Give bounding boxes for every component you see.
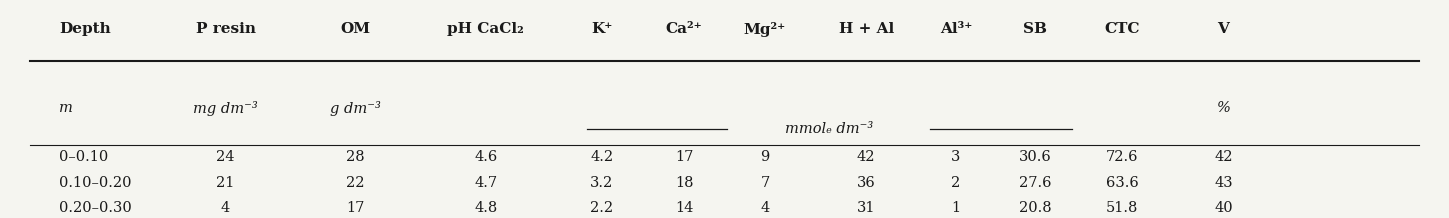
Text: 4: 4 bbox=[220, 201, 230, 215]
Text: 3.2: 3.2 bbox=[590, 176, 613, 190]
Text: 1: 1 bbox=[952, 201, 961, 215]
Text: 2.2: 2.2 bbox=[590, 201, 613, 215]
Text: 20.8: 20.8 bbox=[1019, 201, 1052, 215]
Text: %: % bbox=[1217, 101, 1230, 115]
Text: Al³⁺: Al³⁺ bbox=[940, 22, 972, 36]
Text: 0–0.10: 0–0.10 bbox=[59, 150, 109, 164]
Text: CTC: CTC bbox=[1104, 22, 1140, 36]
Text: 31: 31 bbox=[856, 201, 875, 215]
Text: 28: 28 bbox=[346, 150, 365, 164]
Text: H + Al: H + Al bbox=[839, 22, 894, 36]
Text: OM: OM bbox=[341, 22, 371, 36]
Text: 14: 14 bbox=[675, 201, 693, 215]
Text: 27.6: 27.6 bbox=[1019, 176, 1052, 190]
Text: g dm⁻³: g dm⁻³ bbox=[330, 100, 381, 116]
Text: 21: 21 bbox=[216, 176, 235, 190]
Text: 4.2: 4.2 bbox=[590, 150, 613, 164]
Text: pH CaCl₂: pH CaCl₂ bbox=[448, 22, 525, 36]
Text: SB: SB bbox=[1023, 22, 1048, 36]
Text: 51.8: 51.8 bbox=[1106, 201, 1139, 215]
Text: 30.6: 30.6 bbox=[1019, 150, 1052, 164]
Text: 2: 2 bbox=[952, 176, 961, 190]
Text: 24: 24 bbox=[216, 150, 235, 164]
Text: 40: 40 bbox=[1214, 201, 1233, 215]
Text: 17: 17 bbox=[346, 201, 365, 215]
Text: 3: 3 bbox=[951, 150, 961, 164]
Text: 72.6: 72.6 bbox=[1106, 150, 1139, 164]
Text: 17: 17 bbox=[675, 150, 693, 164]
Text: 36: 36 bbox=[856, 176, 875, 190]
Text: 42: 42 bbox=[856, 150, 875, 164]
Text: 18: 18 bbox=[675, 176, 693, 190]
Text: 0.20–0.30: 0.20–0.30 bbox=[59, 201, 132, 215]
Text: 0.10–0.20: 0.10–0.20 bbox=[59, 176, 132, 190]
Text: V: V bbox=[1217, 22, 1229, 36]
Text: 7: 7 bbox=[761, 176, 769, 190]
Text: mg dm⁻³: mg dm⁻³ bbox=[193, 100, 258, 116]
Text: P resin: P resin bbox=[196, 22, 255, 36]
Text: mmolₑ dm⁻³: mmolₑ dm⁻³ bbox=[784, 122, 872, 136]
Text: 9: 9 bbox=[761, 150, 769, 164]
Text: m: m bbox=[59, 101, 72, 115]
Text: K⁺: K⁺ bbox=[591, 22, 613, 36]
Text: 4.8: 4.8 bbox=[474, 201, 497, 215]
Text: 42: 42 bbox=[1214, 150, 1233, 164]
Text: 63.6: 63.6 bbox=[1106, 176, 1139, 190]
Text: 4: 4 bbox=[761, 201, 769, 215]
Text: 43: 43 bbox=[1214, 176, 1233, 190]
Text: Mg²⁺: Mg²⁺ bbox=[743, 22, 787, 37]
Text: Depth: Depth bbox=[59, 22, 112, 36]
Text: 22: 22 bbox=[346, 176, 365, 190]
Text: 4.6: 4.6 bbox=[474, 150, 497, 164]
Text: Ca²⁺: Ca²⁺ bbox=[665, 22, 703, 36]
Text: 4.7: 4.7 bbox=[474, 176, 497, 190]
